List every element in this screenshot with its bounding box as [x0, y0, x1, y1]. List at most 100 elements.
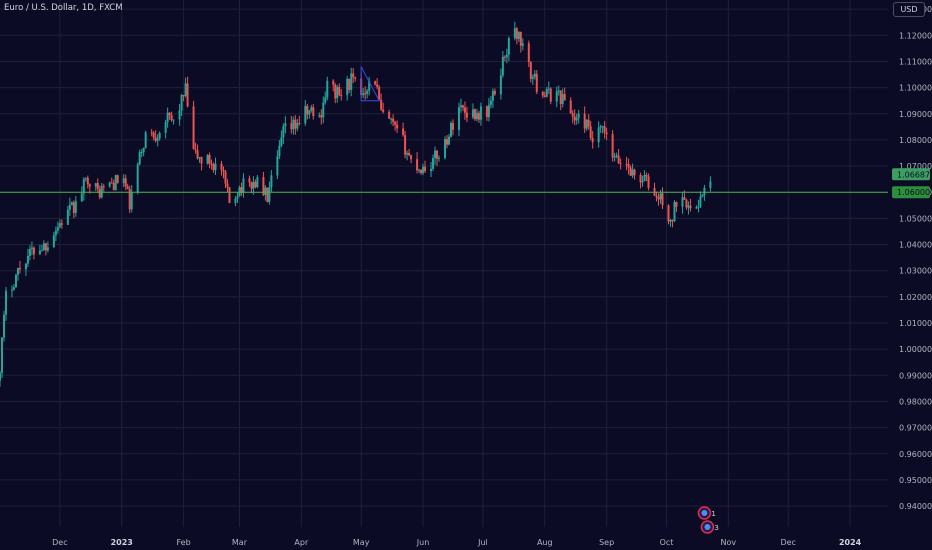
candle-body: [627, 164, 630, 168]
candle-body: [130, 192, 133, 210]
candle-body: [394, 121, 397, 125]
candle-body: [282, 126, 285, 138]
candle-body: [465, 112, 468, 118]
x-tick-label: Mar: [232, 538, 248, 547]
candle-body: [479, 106, 482, 120]
candle-body: [212, 164, 215, 171]
candle-body: [158, 132, 161, 139]
candle-body: [563, 94, 566, 101]
candle-body: [505, 54, 508, 58]
candle-body: [14, 274, 17, 288]
candle-body: [324, 97, 327, 103]
candle-body: [388, 111, 391, 119]
candle-body: [74, 201, 77, 214]
candle-body: [352, 73, 355, 78]
candle-body: [615, 155, 618, 157]
candle-body: [673, 202, 676, 222]
candle-body: [555, 91, 558, 102]
candle-body: [645, 175, 648, 177]
candle-body: [362, 93, 365, 96]
candle-body: [418, 169, 421, 171]
candle-body: [240, 187, 243, 193]
candle-body: [186, 83, 189, 107]
candle-body: [675, 202, 678, 207]
candle-body: [625, 163, 628, 165]
currency-button[interactable]: USD: [893, 2, 925, 17]
candle-body: [290, 123, 293, 130]
y-tick-label: 0.98000: [899, 397, 932, 406]
candle-body: [210, 163, 213, 165]
candle-body: [236, 196, 239, 199]
x-tick-label: Feb: [177, 538, 191, 547]
candle-body: [451, 122, 454, 130]
price-tags: 1.06687 1.06000: [892, 168, 930, 199]
candle-body: [517, 31, 520, 39]
candle-body: [527, 43, 530, 62]
candle-body: [376, 84, 379, 87]
candle-body: [184, 83, 187, 96]
pattern-triangle: [360, 66, 380, 102]
x-tick-label: Dec: [780, 538, 795, 547]
candle-body: [396, 124, 399, 129]
candle-body: [378, 86, 381, 100]
candle-body: [408, 152, 411, 156]
candle-body: [501, 56, 504, 76]
candle-body: [709, 181, 712, 188]
candle-body: [503, 56, 506, 58]
event-markers[interactable]: 13: [697, 506, 719, 534]
candle-body: [432, 157, 435, 169]
candle-body: [126, 186, 129, 190]
price-axis[interactable]: 1.130001.120001.110001.100001.090001.080…: [899, 5, 932, 511]
candle-body: [597, 127, 600, 143]
candle-body: [152, 132, 155, 138]
candle-body: [699, 196, 702, 207]
candle-body: [338, 86, 341, 95]
y-tick-label: 1.11000: [899, 57, 932, 66]
candle-body: [701, 194, 704, 197]
candle-body: [629, 167, 632, 176]
candle-body: [284, 123, 287, 127]
y-tick-label: 1.05000: [899, 214, 932, 223]
candle-body: [657, 197, 660, 200]
candle-body: [18, 267, 21, 270]
x-tick-label: May: [353, 538, 370, 547]
candle-body: [68, 204, 71, 210]
candle-body: [248, 178, 251, 183]
candle-body: [447, 136, 450, 145]
candle-body: [605, 132, 608, 135]
time-axis[interactable]: Dec 2023 Feb Mar Apr May Jun Jul Aug Sep Oct Nov Dec…: [52, 538, 862, 547]
candle-body: [641, 181, 644, 183]
x-tick-label: Jul: [477, 538, 488, 547]
candle-body: [136, 164, 139, 193]
y-tick-label: 0.99000: [899, 371, 932, 380]
candle-body: [473, 109, 476, 120]
candle-body: [278, 145, 281, 157]
candle-body: [142, 147, 145, 153]
candle-body: [459, 105, 462, 108]
candle-body: [406, 152, 409, 155]
candle-body: [10, 289, 13, 291]
candle-body: [0, 372, 1, 381]
event-marker-dot: [704, 524, 711, 530]
candle-body: [687, 205, 690, 208]
candle-body: [340, 94, 343, 96]
candle-body: [519, 31, 522, 46]
symbol-title[interactable]: Euro / U.S. Dollar, 1D, FXCM: [4, 3, 123, 13]
candle-body: [114, 175, 117, 191]
candle-body: [461, 105, 464, 108]
y-tick-label: 0.97000: [899, 424, 932, 433]
candle-body: [214, 163, 217, 171]
candle-body: [30, 247, 33, 249]
candle-body: [270, 175, 273, 188]
candle-body: [182, 95, 185, 97]
candle-body: [320, 115, 323, 118]
candle-body: [661, 193, 664, 206]
candle-body: [38, 250, 41, 255]
candle-body: [549, 88, 552, 102]
level-price-tag-bg: [892, 186, 930, 199]
candle-body: [150, 132, 153, 134]
candle-body: [334, 84, 337, 99]
candle-body: [402, 128, 405, 136]
